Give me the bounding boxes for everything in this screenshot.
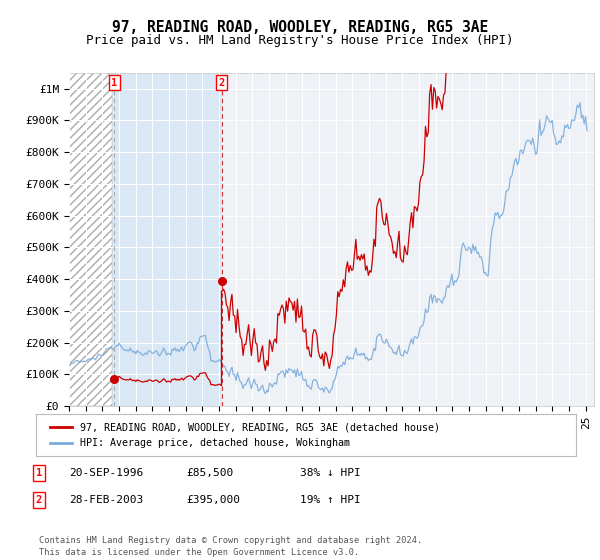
Text: 2: 2 [218,78,225,88]
Legend: 97, READING ROAD, WOODLEY, READING, RG5 3AE (detached house), HPI: Average price: 97, READING ROAD, WOODLEY, READING, RG5 … [46,419,445,452]
Bar [69,73,112,406]
Text: 28-FEB-2003: 28-FEB-2003 [69,495,143,505]
Text: £395,000: £395,000 [186,495,240,505]
Bar [112,73,221,406]
Text: 97, READING ROAD, WOODLEY, READING, RG5 3AE: 97, READING ROAD, WOODLEY, READING, RG5 … [112,20,488,35]
Text: 19% ↑ HPI: 19% ↑ HPI [300,495,361,505]
Text: 1: 1 [36,468,42,478]
Text: Contains HM Land Registry data © Crown copyright and database right 2024.
This d: Contains HM Land Registry data © Crown c… [39,536,422,557]
Text: 1: 1 [111,78,118,88]
Text: £85,500: £85,500 [186,468,233,478]
Text: Price paid vs. HM Land Registry's House Price Index (HPI): Price paid vs. HM Land Registry's House … [86,34,514,46]
Text: 2: 2 [36,495,42,505]
Text: 20-SEP-1996: 20-SEP-1996 [69,468,143,478]
Text: 38% ↓ HPI: 38% ↓ HPI [300,468,361,478]
